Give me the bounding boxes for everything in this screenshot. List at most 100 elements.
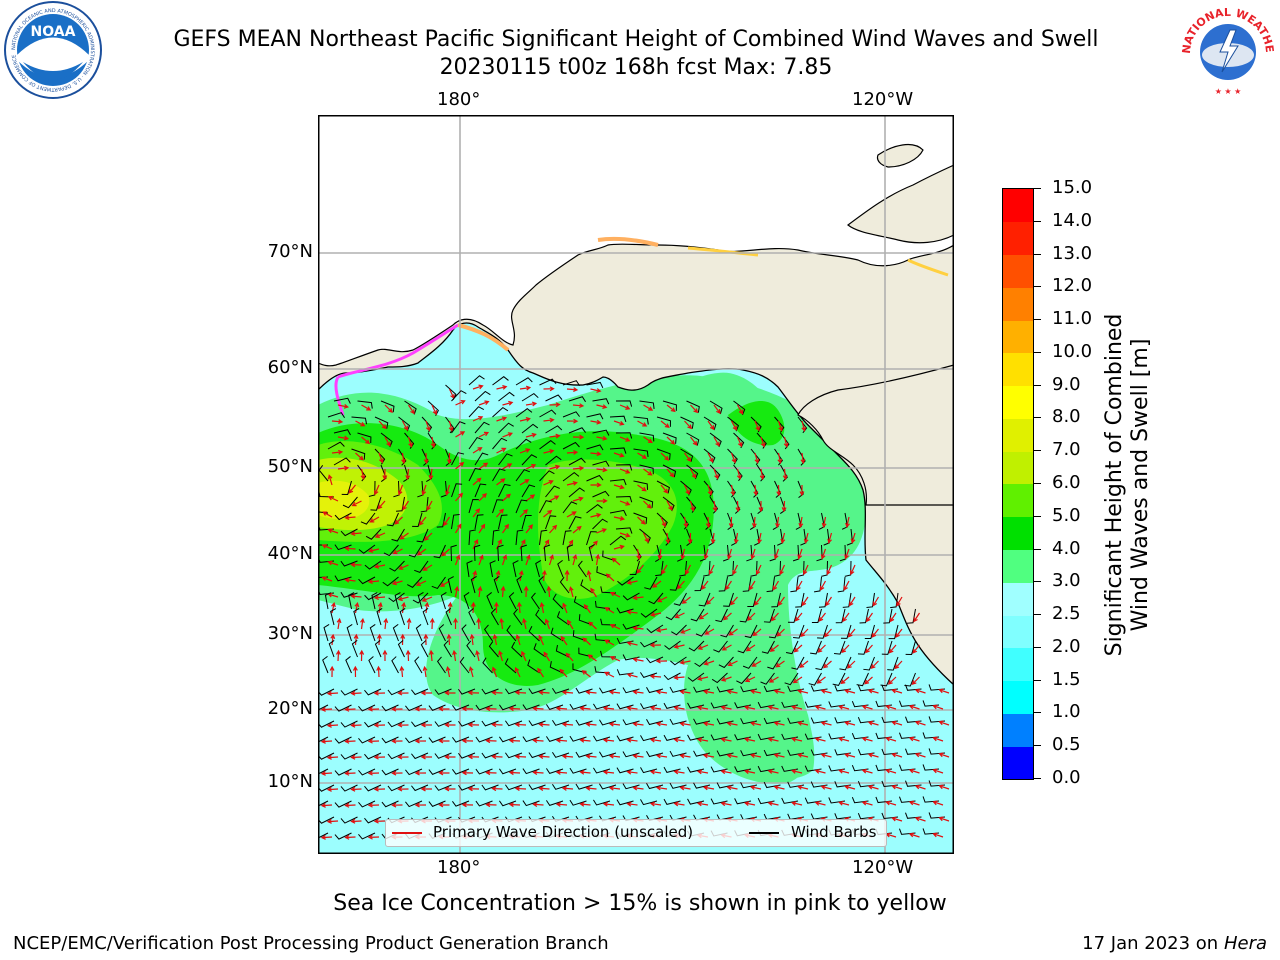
- wave-direction-arrow: [367, 802, 380, 808]
- wave-direction-arrow: [401, 601, 406, 614]
- wave-direction-arrow: [470, 601, 476, 614]
- wave-height-map: [318, 115, 954, 854]
- colorbar-tick-mark: [1033, 581, 1041, 583]
- wind-barb: [433, 544, 446, 559]
- vector-field: [318, 375, 950, 840]
- wave-direction-arrow: [397, 596, 409, 602]
- wave-direction-arrow: [566, 450, 579, 455]
- wind-barb: [593, 703, 611, 710]
- lat-label-40n: 40°N: [267, 543, 313, 564]
- wave-direction-arrow: [797, 785, 809, 790]
- wind-barb: [405, 736, 423, 744]
- wind-barb: [663, 672, 681, 681]
- wave-direction-arrow: [596, 467, 608, 473]
- wind-barb: [569, 735, 587, 742]
- wind-barb: [528, 784, 546, 791]
- wave-direction-arrow: [730, 420, 737, 431]
- wave-direction-arrow: [637, 452, 648, 459]
- wave-direction-arrow: [544, 618, 551, 630]
- wind-barb: [817, 624, 828, 639]
- wave-direction-arrow: [775, 660, 785, 668]
- wave-direction-arrow: [496, 447, 507, 454]
- wind-barb: [887, 656, 899, 671]
- wave-direction-arrow: [783, 436, 789, 448]
- wave-direction-arrow: [748, 580, 756, 591]
- wave-direction-arrow: [418, 516, 427, 526]
- wave-direction-arrow: [344, 706, 356, 712]
- wind-barb: [633, 480, 649, 490]
- wave-direction-arrow: [444, 754, 456, 760]
- wind-barb: [481, 752, 499, 759]
- wave-direction-arrow: [602, 801, 615, 807]
- wind-barb: [686, 528, 693, 547]
- wave-direction-arrow: [326, 722, 339, 728]
- sea-ice-fringe: [334, 236, 949, 416]
- wave-direction-arrow: [801, 420, 807, 432]
- wave-direction-arrow: [350, 818, 362, 824]
- wave-direction-arrow: [344, 546, 356, 551]
- wave-direction-arrow: [561, 689, 574, 695]
- wave-direction-arrow: [908, 800, 920, 806]
- wind-barb: [403, 464, 410, 482]
- wind-barb: [648, 592, 664, 605]
- wave-direction-arrow: [344, 738, 356, 744]
- wave-direction-arrow: [373, 563, 386, 569]
- wave-direction-arrow: [467, 786, 480, 792]
- wind-barb: [586, 413, 604, 420]
- wave-direction-arrow: [538, 754, 550, 759]
- wind-barb: [468, 375, 485, 386]
- wave-direction-arrow: [611, 557, 621, 566]
- wave-direction-arrow: [401, 452, 406, 465]
- wave-direction-arrow: [938, 816, 950, 822]
- wind-barb: [452, 800, 470, 807]
- wave-direction-arrow: [560, 635, 568, 646]
- wave-direction-arrow: [377, 500, 386, 510]
- wave-direction-arrow: [477, 585, 483, 598]
- colorbar-tick-label: 12.0: [1052, 275, 1093, 297]
- wind-barb: [551, 752, 570, 758]
- wave-direction-arrow: [866, 612, 873, 623]
- wind-barb: [562, 530, 572, 546]
- wave-direction-arrow: [769, 644, 779, 652]
- wind-barb: [615, 432, 633, 439]
- colorbar: [1002, 188, 1034, 780]
- wave-direction-arrow: [768, 676, 779, 683]
- wind-barb: [810, 640, 822, 655]
- wind-barb: [475, 704, 493, 711]
- wind-barb: [710, 798, 728, 805]
- wind-barb: [405, 768, 423, 776]
- wind-barb: [662, 496, 675, 512]
- wave-direction-arrow: [697, 644, 709, 650]
- wind-barb: [655, 560, 664, 577]
- colorbar-tick-label: 7.0: [1052, 439, 1081, 461]
- wind-barb: [364, 784, 382, 792]
- wind-barb: [383, 544, 399, 557]
- wave-direction-arrow: [914, 752, 926, 758]
- wave-direction-arrow: [369, 516, 380, 523]
- wave-direction-arrow: [773, 689, 785, 694]
- wind-barb: [680, 512, 689, 530]
- wind-barb: [443, 640, 452, 658]
- wind-barb: [380, 464, 387, 482]
- wave-direction-arrow: [508, 738, 521, 744]
- wave-direction-arrow: [696, 737, 709, 743]
- wind-barb: [575, 751, 593, 758]
- wind-barb: [733, 400, 746, 416]
- wave-direction-arrow: [849, 564, 856, 576]
- wind-barb: [609, 509, 627, 517]
- wind-barb: [364, 752, 382, 760]
- wind-barb: [392, 624, 399, 642]
- wind-barb: [411, 784, 429, 792]
- wind-barb: [404, 400, 417, 415]
- wave-direction-arrow: [496, 385, 508, 390]
- wind-barb: [545, 485, 560, 498]
- wave-direction-arrow: [519, 417, 531, 422]
- wave-direction-arrow: [549, 524, 558, 534]
- wave-direction-arrow: [743, 801, 756, 807]
- wind-barb: [664, 640, 681, 650]
- wind-barb: [698, 592, 711, 607]
- wind-barb: [351, 448, 366, 460]
- wind-barb: [474, 514, 484, 530]
- wind-barb: [656, 448, 671, 460]
- wind-barb: [622, 623, 640, 630]
